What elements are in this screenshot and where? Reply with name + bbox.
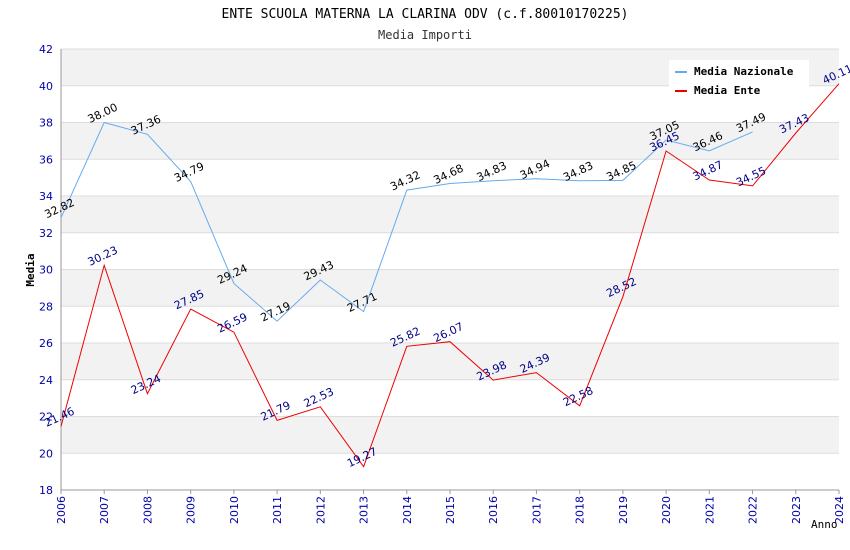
x-tick-label: 2006 [55, 496, 68, 524]
x-tick-label: 2024 [833, 496, 846, 524]
grid-band [61, 343, 839, 380]
grid-band [61, 269, 839, 307]
x-tick-label: 2009 [185, 496, 198, 524]
grid-band [61, 159, 839, 196]
grid-band [61, 232, 839, 270]
grid-band [61, 306, 839, 343]
axes [60, 49, 840, 494]
y-tick-labels: 18 20 22 24 26 28 30 32 34 36 38 40 42 [39, 43, 53, 497]
grid-band [61, 379, 839, 417]
series-lines [60, 83, 840, 468]
legend: Media Nazionale Media Ente [669, 60, 809, 102]
y-tick-label: 38 [39, 117, 53, 130]
x-tick-label: 2013 [358, 496, 371, 524]
y-tick-label: 24 [39, 374, 53, 387]
x-tick-label: 2023 [790, 496, 803, 524]
y-tick-label: 28 [39, 300, 53, 313]
grid-band [61, 453, 839, 490]
x-tick-label: 2017 [530, 496, 543, 524]
y-tick-label: 32 [39, 227, 53, 240]
legend-label-media-ente: Media Ente [694, 84, 761, 97]
grid-bands [61, 49, 839, 490]
grid-band [61, 122, 839, 160]
y-tick-label: 22 [39, 411, 53, 424]
x-tick-label: 2011 [271, 496, 284, 524]
x-tick-label: 2018 [574, 496, 587, 524]
grid-band [61, 196, 839, 233]
y-tick-label: 18 [39, 484, 53, 497]
x-tick-label: 2007 [98, 496, 111, 524]
x-tick-label: 2019 [617, 496, 630, 524]
legend-box [669, 60, 809, 102]
series-line-media-nazionale [60, 121, 753, 322]
series-line-media-ente [60, 83, 840, 468]
legend-label-media-nazionale: Media Nazionale [694, 65, 794, 78]
y-tick-label: 42 [39, 43, 53, 56]
y-tick-label: 30 [39, 264, 53, 277]
x-tick-label: 2014 [401, 496, 414, 524]
y-tick-label: 26 [39, 337, 53, 350]
chart-subtitle: Media Importi [378, 28, 472, 42]
x-axis-label: Anno [811, 518, 838, 531]
y-axis-label: Media [24, 253, 37, 286]
x-tick-label: 2022 [747, 496, 760, 524]
x-tick-labels: 2006 2007 2008 2009 2010 2011 2012 2013 2014 2015… [55, 496, 846, 524]
x-tick-label: 2015 [444, 496, 457, 524]
y-tick-label: 40 [39, 80, 53, 93]
grid-band [61, 416, 839, 454]
y-tick-label: 36 [39, 153, 53, 166]
y-tick-label: 20 [39, 447, 53, 460]
x-tick-label: 2010 [228, 496, 241, 524]
chart-title: ENTE SCUOLA MATERNA LA CLARINA ODV (c.f.… [222, 7, 629, 22]
x-tick-label: 2012 [314, 496, 327, 524]
y-tick-label: 34 [39, 190, 53, 203]
x-tick-label: 2016 [487, 496, 500, 524]
x-tick-label: 2020 [660, 496, 673, 524]
x-tick-label: 2008 [141, 496, 154, 524]
x-tick-label: 2021 [703, 496, 716, 524]
